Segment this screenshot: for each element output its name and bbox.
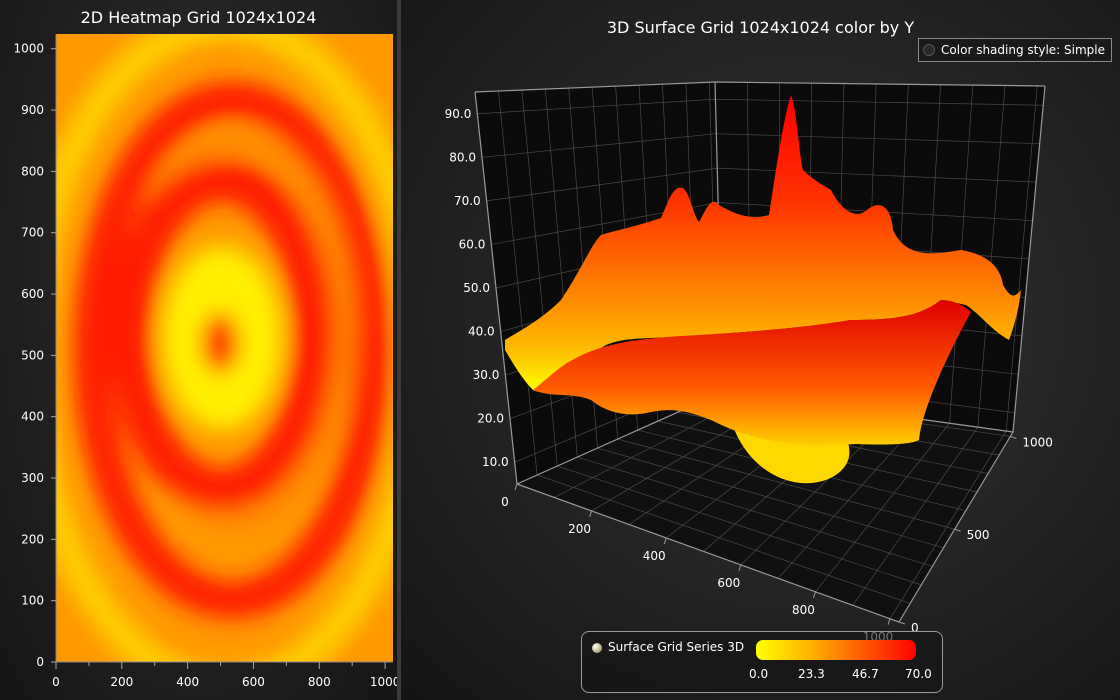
y-grid-line-left-wall (477, 98, 716, 115)
heatmap-x-tick-label: 600 (242, 675, 265, 689)
z-grid-line-wall (1005, 85, 1038, 432)
surface-legend: Surface Grid Series 3D 0.0 23.3 46.7 70.… (581, 631, 943, 693)
box-edge (474, 81, 716, 93)
surface-y-tick-label: 40.0 (468, 325, 495, 339)
surface-z-tick (1010, 435, 1017, 439)
z-grid-line-floor (815, 423, 950, 593)
surface-x-tick (887, 618, 891, 625)
x-grid-line-floor (577, 456, 933, 567)
y-grid-line-right-wall (717, 167, 1037, 183)
heatmap-x-tick-label: 200 (110, 675, 133, 689)
box-edge (898, 431, 1014, 623)
surface-y-tick-label: 80.0 (449, 150, 476, 164)
surface-x-tick (812, 591, 816, 598)
heatmap-x-tick-label: 1000 (370, 675, 397, 689)
surface-x-tick-label: 200 (568, 522, 591, 536)
box-edge (714, 81, 1046, 87)
shading-style-toggle[interactable]: Color shading style: Simple (918, 38, 1112, 62)
floor (517, 392, 1013, 622)
surface-z-tick-label: 1000 (1022, 435, 1053, 449)
legend-tick-3: 70.0 (905, 667, 932, 681)
heatmap-y-tick-label: 1000 (13, 42, 44, 56)
heatmap-y-tick-label: 500 (21, 348, 44, 362)
z-grid-line-floor (852, 426, 979, 606)
heatmap-y-tick-label: 100 (21, 594, 44, 608)
surface-z-tick (898, 621, 906, 625)
heatmap-center-red (202, 313, 238, 373)
y-grid-line-right-wall (716, 133, 1040, 145)
heatmap-y-tick-label: 900 (21, 103, 44, 117)
surface-chart: 10.0 20.0 30.0 40.0 50.0 60.0 70.0 80.0 90.0 0 200… (445, 81, 1053, 644)
series-marker-icon[interactable] (592, 643, 602, 653)
surface-z-tick-label: 0 (911, 621, 919, 635)
heatmap-panel: 2D Heatmap Grid 1024x1024 0 100 200 300 400 5… (0, 0, 397, 700)
heatmap-x-tick-label: 400 (176, 675, 199, 689)
surface-x-tick-label: 400 (643, 549, 666, 563)
surface-x-tick (514, 483, 518, 491)
box-edge (474, 91, 518, 485)
surface-y-tick-label: 90.0 (445, 107, 472, 121)
x-grid-line-floor (557, 465, 922, 586)
heatmap-y-tick-label: 300 (21, 471, 44, 485)
surface-x-tick-label: 600 (717, 576, 740, 590)
panel-divider[interactable] (397, 0, 401, 700)
heatmap-chart: 0 100 200 300 400 500 600 700 800 900 1000 0 200 400 6… (13, 34, 397, 689)
surface-y-tick-label: 50.0 (463, 281, 490, 295)
surface-x-tick (738, 564, 742, 572)
surface-x-tick (663, 537, 667, 545)
surface-mesh (505, 95, 1021, 484)
heatmap-y-tick-label: 200 (21, 532, 44, 546)
shading-toggle-icon (923, 44, 936, 56)
surface-y-tick-label: 20.0 (477, 412, 504, 426)
heatmap-y-tick-label: 600 (21, 287, 44, 301)
heatmap-axes: 0 100 200 300 400 500 600 700 800 900 1000 0 200 400 6… (13, 34, 397, 689)
shading-style-label: Color shading style: Simple (941, 43, 1105, 57)
legend-series-name: Surface Grid Series 3D (608, 640, 745, 654)
z-grid-line-floor (777, 419, 922, 579)
surface-y-tick-label: 70.0 (454, 194, 481, 208)
y-grid-line-left-wall (486, 167, 718, 202)
x-grid-line-wall (544, 89, 578, 458)
surface-y-tick-label: 10.0 (482, 455, 509, 469)
heatmap-outer-red-ring (74, 82, 390, 618)
surface-x-tick-label: 0 (501, 495, 509, 509)
box-edge (516, 483, 900, 623)
x-grid-line-wall (498, 90, 538, 476)
legend-color-scale (756, 640, 916, 660)
surface-y-tick-label: 60.0 (459, 237, 486, 251)
surface-z-tick (954, 528, 961, 532)
surface-front-part (533, 300, 971, 446)
heatmap-y-tick-label: 0 (36, 655, 44, 669)
legend-tick-2: 46.7 (852, 667, 879, 681)
surface-title: 3D Surface Grid 1024x1024 color by Y (606, 18, 915, 37)
heatmap-inner-red-ring (109, 159, 335, 511)
surface-panel: 3D Surface Grid 1024x1024 color by Y Col… (401, 0, 1120, 700)
surface-x-tick (589, 510, 593, 518)
surface-z-tick-label: 500 (967, 528, 990, 542)
x-grid-line-floor (597, 447, 944, 549)
legend-tick-1: 23.3 (798, 667, 825, 681)
heatmap-y-tick-label: 700 (21, 226, 44, 240)
heatmap-x-tick-label: 0 (52, 675, 60, 689)
surface-x-tick-label: 800 (792, 603, 815, 617)
x-grid-line-floor (537, 474, 911, 604)
legend-tick-0: 0.0 (749, 667, 769, 681)
z-grid-line-wall (977, 85, 1006, 428)
heatmap-x-tick-label: 800 (308, 675, 331, 689)
x-grid-line-floor (617, 438, 955, 530)
y-grid-line-right-wall (715, 98, 1044, 106)
heatmap-y-tick-label: 800 (21, 164, 44, 178)
heatmap-title: 2D Heatmap Grid 1024x1024 (80, 8, 317, 27)
z-grid-line-floor (889, 430, 1007, 619)
surface-y-tick-label: 30.0 (473, 368, 500, 382)
heatmap-y-tick-label: 400 (21, 410, 44, 424)
surface-back-part (505, 95, 1021, 392)
box-edge (1012, 85, 1046, 433)
x-grid-line-wall (521, 90, 558, 467)
y-grid-line-left-wall (481, 133, 717, 158)
